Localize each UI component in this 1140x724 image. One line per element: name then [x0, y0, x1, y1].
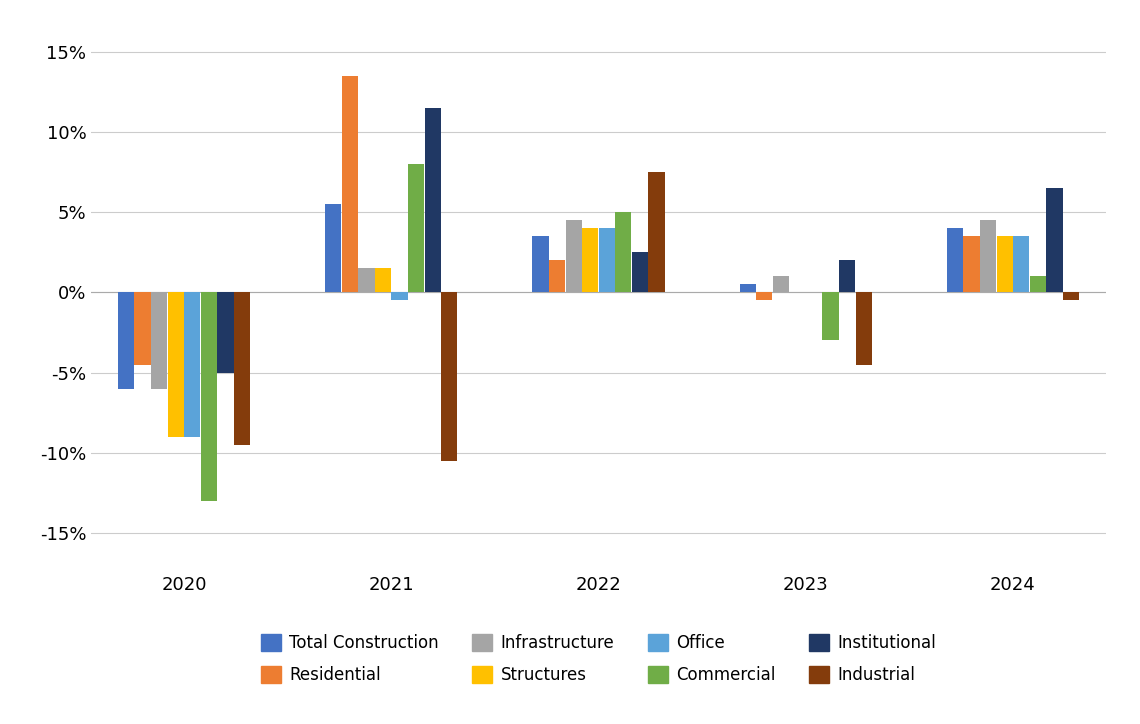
Bar	[598, 228, 614, 292]
Bar	[391, 292, 408, 300]
Bar	[740, 285, 756, 292]
Bar	[549, 261, 565, 292]
Bar	[565, 220, 581, 292]
Bar	[234, 292, 250, 445]
Legend: Total Construction, Residential, Infrastructure, Structures, Office, Commercial,: Total Construction, Residential, Infrast…	[253, 626, 944, 692]
Bar	[947, 228, 963, 292]
Bar	[822, 292, 839, 340]
Bar	[218, 292, 234, 373]
Bar	[1047, 188, 1062, 292]
Bar	[441, 292, 457, 460]
Bar	[996, 237, 1012, 292]
Bar	[632, 253, 648, 292]
Bar	[135, 292, 150, 364]
Bar	[839, 261, 855, 292]
Bar	[1029, 277, 1047, 292]
Bar	[375, 269, 391, 292]
Bar	[117, 292, 135, 389]
Bar	[616, 212, 632, 292]
Bar	[150, 292, 168, 389]
Bar	[358, 269, 375, 292]
Bar	[424, 109, 441, 292]
Bar	[168, 292, 184, 437]
Bar	[1062, 292, 1080, 300]
Bar	[980, 220, 996, 292]
Bar	[342, 76, 358, 292]
Bar	[773, 277, 789, 292]
Bar	[649, 172, 665, 292]
Bar	[963, 237, 979, 292]
Bar	[756, 292, 773, 300]
Bar	[532, 237, 548, 292]
Bar	[583, 228, 598, 292]
Bar	[201, 292, 217, 501]
Bar	[325, 204, 341, 292]
Bar	[185, 292, 201, 437]
Bar	[1013, 237, 1029, 292]
Bar	[856, 292, 872, 364]
Bar	[408, 164, 424, 292]
